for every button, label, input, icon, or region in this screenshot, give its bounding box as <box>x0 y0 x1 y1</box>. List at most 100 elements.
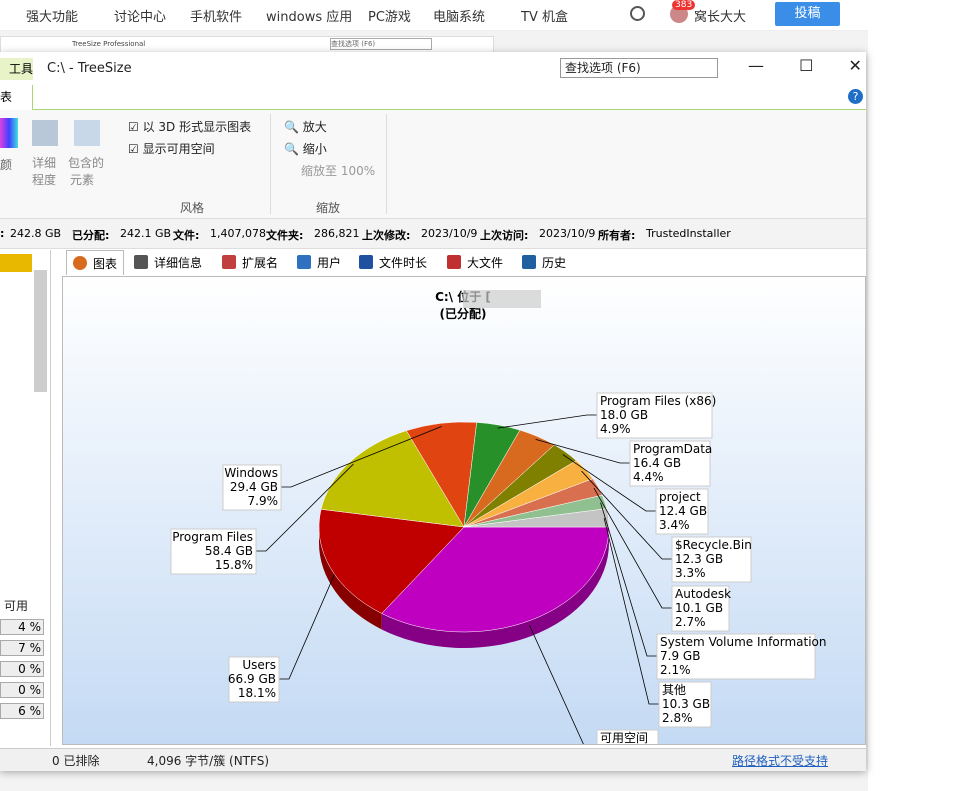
info-label: 上次修改: <box>362 229 411 242</box>
slice-size: 66.9 GB <box>228 672 276 686</box>
tab[interactable]: 文件时长 <box>353 250 435 274</box>
chart-ribbon-tab[interactable]: 表 <box>0 85 33 109</box>
option-label: 以 3D 形式显示图表 <box>142 120 252 134</box>
include-icon[interactable] <box>74 120 100 146</box>
slice-size: 18.0 GB <box>600 408 648 422</box>
zoom-reset[interactable]: 缩放至 100% <box>301 164 376 178</box>
tab[interactable]: 历史 <box>516 250 572 274</box>
slice-label: ProgramData <box>633 442 712 456</box>
tools-tab[interactable]: 工具 <box>0 58 33 80</box>
nav-item[interactable]: 电脑系统 <box>433 10 486 25</box>
leader-line <box>497 414 597 429</box>
slice-label: System Volume Information <box>660 635 826 649</box>
help-icon[interactable]: ? <box>848 89 863 104</box>
status-link[interactable]: 路径格式不受支持 <box>732 754 829 768</box>
window-controls[interactable]: — ☐ ✕ <box>748 56 862 75</box>
slice <box>463 508 610 528</box>
slice-size: 12.4 GB <box>659 504 707 518</box>
info-value: 242.8 GB <box>10 227 62 240</box>
separator <box>386 114 387 214</box>
leader-line <box>535 438 630 464</box>
status-text: 0 已排除 <box>52 754 100 768</box>
zoom-label: 缩小 <box>302 142 327 156</box>
nav-item[interactable]: TV 机盒 <box>521 10 568 25</box>
leader-line <box>256 463 354 552</box>
label-box <box>629 440 711 487</box>
tab[interactable]: 详细信息 <box>128 250 210 274</box>
tab-icon <box>359 255 373 269</box>
leader-line <box>581 470 672 560</box>
slice-percent: 7.9% <box>248 494 279 508</box>
tab-label: 扩展名 <box>242 256 279 270</box>
info-value: 286,821 <box>314 227 360 240</box>
status-text: 4,096 字节/簇 (NTFS) <box>147 754 270 768</box>
nav-item[interactable]: 强大功能 <box>26 10 79 25</box>
slice-percent: 18.1% <box>238 686 276 700</box>
info-label: : <box>0 227 5 240</box>
back-search: 查找选项 (F6) <box>330 38 432 50</box>
slice <box>318 508 465 614</box>
slice-size: 7.9 GB <box>660 649 700 663</box>
tab[interactable]: 用户 <box>291 250 347 274</box>
slice-label: 其他 <box>662 683 686 697</box>
info-label: 文件: <box>173 229 200 242</box>
slice-percent: 2.7% <box>675 615 706 629</box>
ribbon: 颜 详细 程度 包含的 元素 ☑ 以 3D 形式显示图表 ☑ 显示可用空间 风格… <box>0 110 866 219</box>
nav-item[interactable]: 手机软件 <box>190 10 243 25</box>
option-3d[interactable]: ☑ 以 3D 形式显示图表 <box>128 120 252 134</box>
nav-item[interactable]: 讨论中心 <box>114 10 167 25</box>
selected-row <box>0 254 32 272</box>
tab-icon <box>73 256 87 270</box>
slice-percent: 4.9% <box>600 422 631 436</box>
info-label: 上次访问: <box>480 229 529 242</box>
info-label: 所有者: <box>598 229 636 242</box>
slice-label: 可用空间 <box>600 731 648 745</box>
slice-percent: 2.8% <box>662 711 693 725</box>
slice-side <box>319 527 382 630</box>
label-box <box>671 585 730 632</box>
search-icon[interactable] <box>630 6 645 21</box>
post-button[interactable]: 投稿 <box>775 2 840 26</box>
tab[interactable]: 图表 <box>66 250 124 275</box>
scrollbar[interactable] <box>34 270 47 392</box>
tab-icon <box>522 255 536 269</box>
leader-line <box>281 426 442 488</box>
tab[interactable]: 大文件 <box>441 250 510 274</box>
info-value: 2023/10/9 <box>421 227 478 240</box>
nav-item[interactable]: windows 应用 <box>266 10 353 25</box>
ribbon-label: 包含的 <box>68 156 105 170</box>
label-box <box>596 729 659 744</box>
percent-cell: 6 % <box>0 703 44 719</box>
slice-label: project <box>659 490 701 504</box>
slice-size: 29.4 GB <box>230 480 278 494</box>
slice-side <box>381 527 609 648</box>
tab-label: 图表 <box>93 257 118 271</box>
chart: C:\ 位于 [ (已分配) 可用空间127.9 GB34.6%Users66.… <box>62 276 866 745</box>
slice-percent: 15.8% <box>215 558 253 572</box>
tab-label: 文件时长 <box>379 256 428 270</box>
zoom-out[interactable]: 🔍 缩小 <box>284 142 327 156</box>
info-value: 2023/10/9 <box>539 227 596 240</box>
slice-label: Windows <box>224 466 278 480</box>
nav-item[interactable]: PC游戏 <box>368 10 411 25</box>
label-box <box>170 528 257 575</box>
leader-line <box>593 487 672 609</box>
zoom-in[interactable]: 🔍 放大 <box>284 120 327 134</box>
option-free[interactable]: ☑ 显示可用空间 <box>128 142 215 156</box>
user-name[interactable]: 窝长大大 <box>694 10 747 25</box>
leader-line <box>562 454 656 512</box>
right-panel <box>868 30 955 791</box>
info-label: 已分配: <box>72 229 110 242</box>
detail-icon[interactable] <box>32 120 58 146</box>
tab-label: 历史 <box>542 256 567 270</box>
slice-size: 10.3 GB <box>662 697 710 711</box>
slice-label: Program Files (x86) <box>600 394 716 408</box>
leader-line <box>600 502 657 657</box>
slice <box>320 430 465 528</box>
tab[interactable]: 扩展名 <box>216 250 285 274</box>
search-box[interactable]: 查找选项 (F6) <box>560 58 718 78</box>
color-icon[interactable] <box>0 118 18 148</box>
slice-percent: 3.3% <box>675 566 706 580</box>
label-box <box>222 464 282 511</box>
tab-label: 用户 <box>317 256 342 270</box>
